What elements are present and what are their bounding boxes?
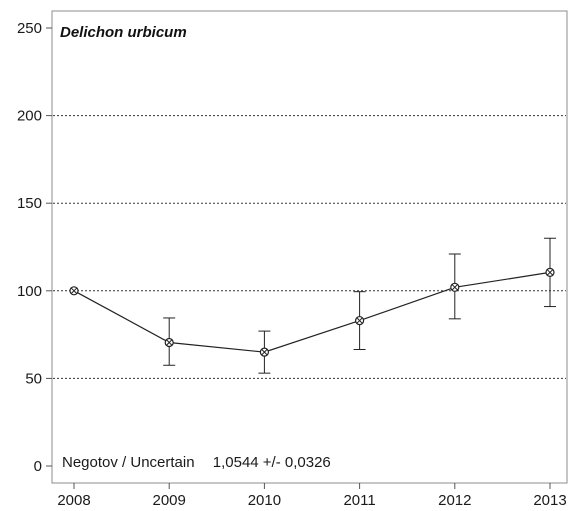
x-axis: 2008 2009 2010 2011 2012 2013: [57, 483, 567, 509]
x-tick-label-2012: 2012: [438, 492, 471, 509]
data-point-2011: [355, 315, 365, 326]
y-tick-label-150: 150: [17, 195, 42, 212]
plot-frame: [51, 10, 568, 484]
data-point-2013: [545, 267, 555, 278]
y-tick-label-100: 100: [17, 283, 42, 300]
y-tick-label-0: 0: [34, 458, 42, 475]
y-tick-label-50: 50: [25, 370, 42, 387]
trend-annotation: Negotov / Uncertain 1,0544 +/- 0,0326: [62, 454, 331, 471]
data-point-2010: [259, 347, 269, 357]
y-tick-label-200: 200: [17, 108, 42, 125]
trend-value: 1,0544 +/- 0,0326: [213, 454, 331, 471]
data-point-2009: [164, 337, 174, 348]
data-markers: [69, 267, 555, 357]
error-bars: [163, 237, 556, 374]
x-tick-label-2008: 2008: [57, 492, 90, 509]
y-axis: 0 50 100 150 200 250: [17, 20, 52, 475]
x-tick-label-2010: 2010: [248, 492, 281, 509]
trend-label: Negotov / Uncertain: [62, 454, 195, 471]
series-line-layer: [73, 271, 551, 353]
series-line-0: [73, 271, 551, 353]
x-tick-label-2013: 2013: [533, 492, 566, 509]
y-tick-label-250: 250: [17, 20, 42, 37]
x-tick-label-2011: 2011: [343, 492, 375, 509]
chart-title: Delichon urbicum: [60, 24, 187, 41]
gridlines: [53, 115, 566, 379]
data-point-2012: [450, 282, 460, 292]
data-point-2008: [69, 286, 79, 296]
x-tick-label-2009: 2009: [153, 492, 186, 509]
